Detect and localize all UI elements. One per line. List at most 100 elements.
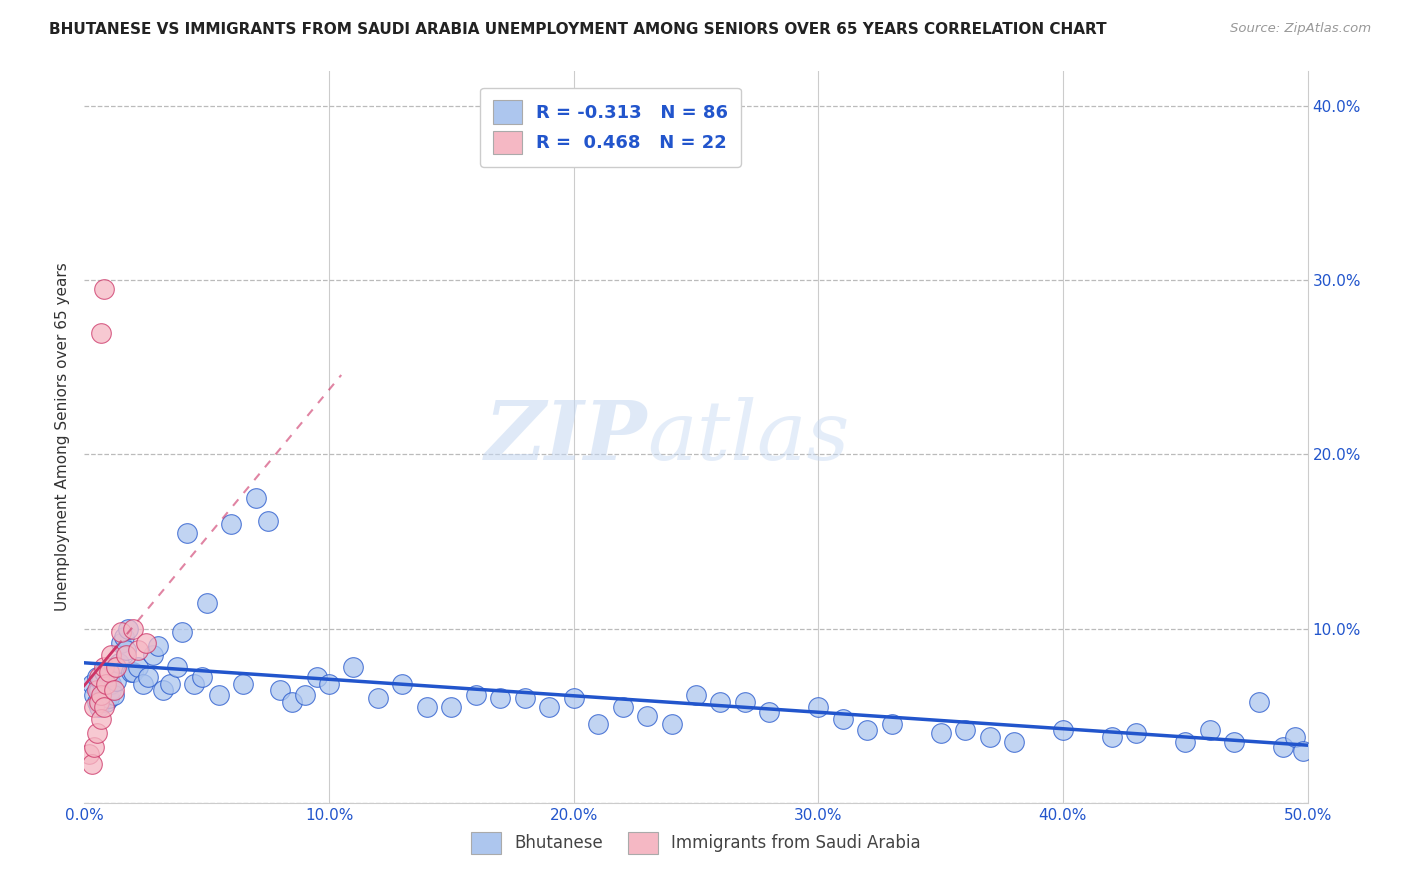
Point (367, 691, 389, 706)
Legend: Bhutanese, Immigrants from Saudi Arabia: Bhutanese, Immigrants from Saudi Arabia (464, 826, 928, 860)
Point (953, 723, 976, 737)
Point (1101, 730, 1123, 744)
Point (87, 700, 110, 714)
Point (562, 691, 585, 706)
Point (110, 635, 132, 649)
Point (538, 700, 561, 714)
Point (127, 660, 149, 674)
Point (440, 700, 463, 714)
Point (83, 740, 105, 755)
Point (86, 726, 108, 740)
Point (391, 677, 413, 691)
Point (232, 677, 254, 691)
Point (807, 700, 830, 714)
Point (1292, 743, 1315, 757)
Point (734, 695, 756, 709)
Point (97, 691, 120, 706)
Point (97, 665, 120, 680)
Point (90, 695, 112, 709)
Point (257, 514, 280, 528)
Point (342, 660, 364, 674)
Point (83, 700, 105, 714)
Point (1002, 735, 1025, 749)
Point (661, 717, 683, 731)
Point (100, 648, 122, 662)
Point (96, 682, 118, 697)
Point (87, 682, 110, 697)
Point (269, 682, 291, 697)
Point (96, 695, 118, 709)
Point (880, 717, 903, 731)
Point (929, 726, 952, 740)
Point (97, 670, 120, 684)
Text: ZIP: ZIP (485, 397, 647, 477)
Point (117, 622, 139, 636)
Point (96, 677, 118, 691)
Point (80, 757, 103, 772)
Point (120, 665, 142, 680)
Point (159, 677, 181, 691)
Point (132, 677, 155, 691)
Point (103, 682, 125, 697)
Point (612, 700, 634, 714)
Point (1198, 723, 1220, 737)
Point (294, 688, 316, 702)
Point (685, 688, 707, 702)
Point (208, 688, 231, 702)
Point (93, 665, 115, 680)
Point (93, 282, 115, 296)
Point (136, 670, 159, 684)
Point (105, 660, 128, 674)
Point (146, 639, 169, 653)
Text: BHUTANESE VS IMMIGRANTS FROM SAUDI ARABIA UNEMPLOYMENT AMONG SENIORS OVER 65 YEA: BHUTANESE VS IMMIGRANTS FROM SAUDI ARABI… (49, 22, 1107, 37)
Point (77, 747, 100, 761)
Point (152, 682, 174, 697)
Point (112, 631, 135, 645)
Point (107, 657, 129, 671)
Point (1174, 735, 1197, 749)
Text: Source: ZipAtlas.com: Source: ZipAtlas.com (1230, 22, 1371, 36)
Point (90, 688, 112, 702)
Point (115, 648, 138, 662)
Point (489, 691, 512, 706)
Point (135, 635, 157, 649)
Point (90, 712, 112, 726)
Point (90, 691, 112, 706)
Point (90, 326, 112, 340)
Point (219, 517, 242, 532)
Point (1125, 726, 1147, 740)
Point (87, 670, 110, 684)
Point (318, 677, 340, 691)
Point (416, 700, 439, 714)
Point (1284, 730, 1306, 744)
Text: atlas: atlas (647, 397, 849, 477)
Point (758, 705, 780, 719)
Point (86, 695, 108, 709)
Point (183, 677, 205, 691)
Point (1247, 695, 1270, 709)
Point (191, 670, 214, 684)
Point (93, 700, 115, 714)
Point (142, 648, 165, 662)
Point (1223, 735, 1246, 749)
Y-axis label: Unemployment Among Seniors over 65 years: Unemployment Among Seniors over 65 years (55, 263, 70, 611)
Point (90, 673, 112, 688)
Point (80, 677, 103, 691)
Point (1052, 723, 1074, 737)
Point (87, 695, 110, 709)
Point (103, 660, 125, 674)
Point (93, 688, 115, 702)
Point (100, 682, 122, 697)
Point (166, 660, 188, 674)
Point (122, 622, 145, 636)
Point (513, 691, 536, 706)
Point (93, 660, 115, 674)
Point (115, 642, 138, 657)
Point (172, 625, 194, 640)
Point (586, 717, 609, 731)
Point (831, 712, 853, 726)
Point (100, 677, 122, 691)
Point (83, 688, 105, 702)
Point (122, 665, 145, 680)
Point (305, 670, 328, 684)
